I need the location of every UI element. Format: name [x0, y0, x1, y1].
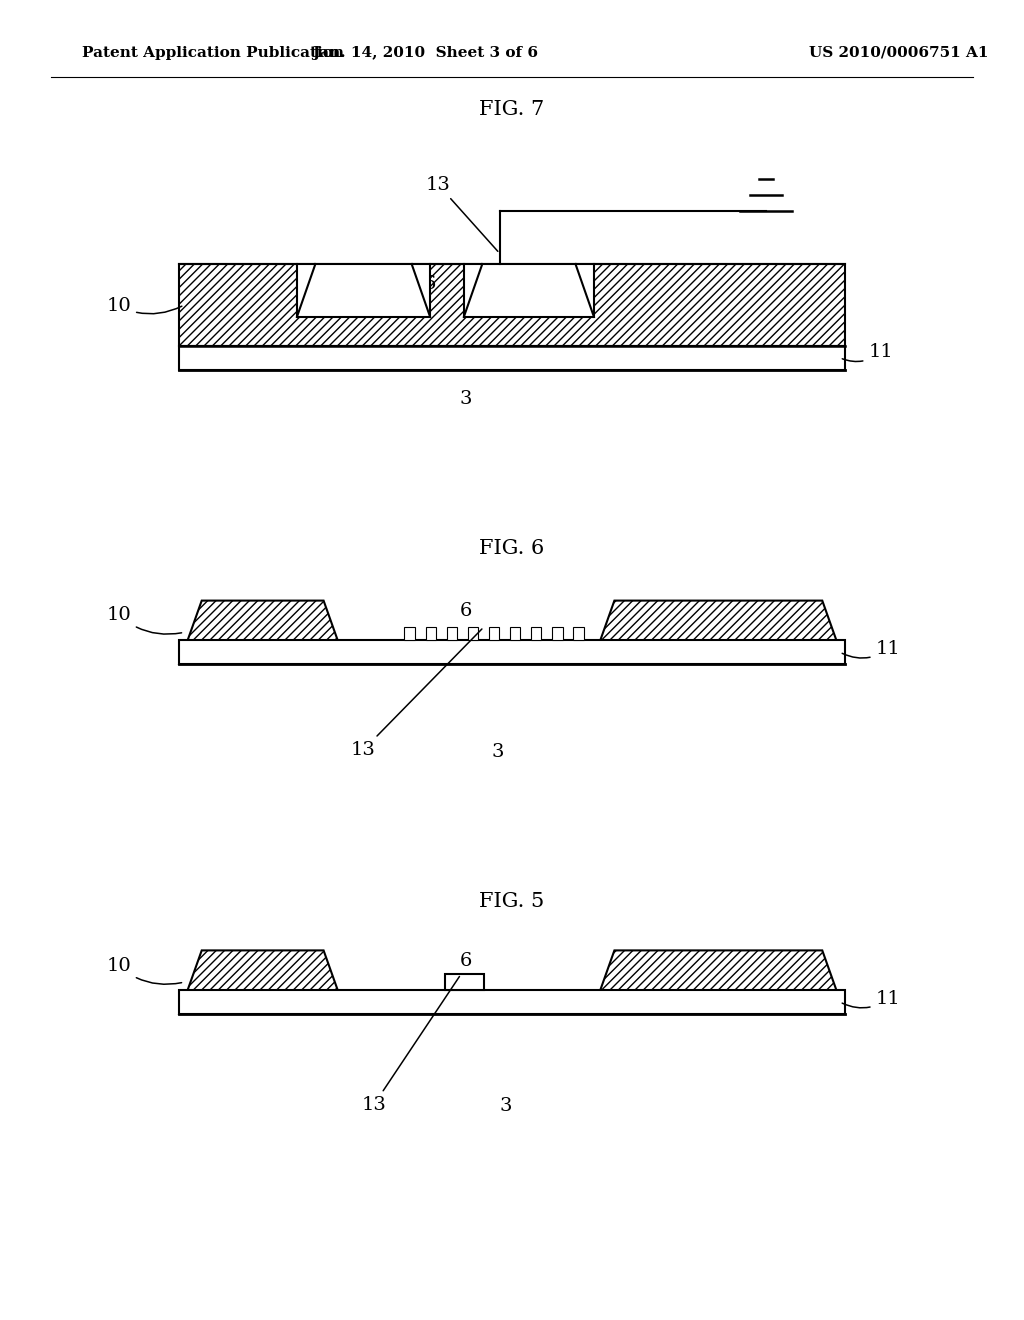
Text: Jan. 14, 2010  Sheet 3 of 6: Jan. 14, 2010 Sheet 3 of 6	[312, 46, 538, 59]
Bar	[179, 346, 845, 370]
Text: US 2010/0006751 A1: US 2010/0006751 A1	[809, 46, 988, 59]
Bar	[297, 264, 430, 317]
Text: 13: 13	[426, 176, 498, 251]
Bar	[468, 627, 478, 640]
Text: 3: 3	[460, 389, 472, 408]
Text: 11: 11	[842, 640, 900, 659]
Text: 11: 11	[843, 343, 893, 362]
Text: 10: 10	[106, 957, 181, 985]
Bar	[179, 264, 845, 346]
Bar	[489, 627, 500, 640]
Bar	[552, 627, 562, 640]
Bar	[531, 627, 542, 640]
Bar	[179, 640, 845, 664]
Bar	[404, 627, 415, 640]
Text: 3: 3	[492, 743, 504, 762]
Text: Patent Application Publication: Patent Application Publication	[82, 46, 344, 59]
Text: 10: 10	[106, 297, 182, 315]
Text: 10: 10	[106, 606, 181, 634]
Polygon shape	[592, 950, 845, 1014]
Text: FIG. 7: FIG. 7	[479, 100, 545, 119]
Text: 13: 13	[361, 977, 460, 1114]
Bar	[464, 264, 594, 317]
Text: FIG. 5: FIG. 5	[479, 892, 545, 911]
Bar	[573, 627, 584, 640]
Text: FIG. 6: FIG. 6	[479, 540, 545, 558]
Bar	[446, 627, 457, 640]
Text: 13: 13	[351, 630, 482, 759]
Text: 6: 6	[460, 602, 472, 620]
Text: 6: 6	[424, 275, 436, 293]
Bar	[445, 974, 484, 990]
Polygon shape	[179, 601, 346, 664]
Text: 11: 11	[842, 990, 900, 1008]
Text: 6: 6	[460, 952, 472, 970]
Bar	[510, 627, 520, 640]
Text: 3: 3	[500, 1097, 512, 1115]
Polygon shape	[179, 950, 346, 1014]
Bar	[179, 990, 845, 1014]
Polygon shape	[592, 601, 845, 664]
Bar	[426, 627, 436, 640]
